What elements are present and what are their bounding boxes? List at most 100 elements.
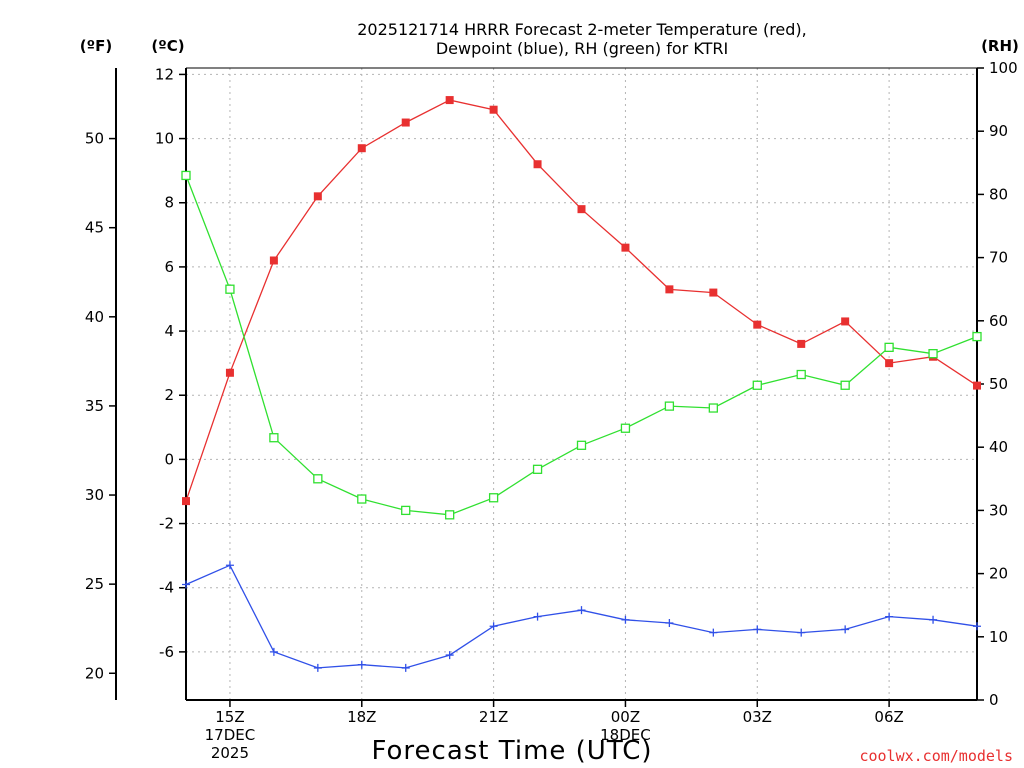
rh-tick-label: 60 <box>989 312 1008 330</box>
temperature-point <box>973 381 981 390</box>
rh-point <box>576 440 587 450</box>
rh-point <box>972 331 982 342</box>
dewpoint-point <box>357 660 366 669</box>
fahrenheit-tick-label: 30 <box>85 486 104 504</box>
title-line-2: Dewpoint (blue), RH (green) for KTRI <box>436 39 728 58</box>
x-tick-label: 18DEC <box>600 726 651 744</box>
rh-tick-label: 50 <box>989 375 1008 393</box>
temperature-point <box>401 118 410 127</box>
temperature-point <box>182 497 190 506</box>
dewpoint-point <box>401 663 410 672</box>
temperature-point <box>753 320 762 329</box>
rh-point <box>796 369 806 380</box>
rh-point <box>752 380 762 390</box>
celsius-tick-label: 6 <box>164 258 174 276</box>
dewpoint-point <box>269 647 278 656</box>
dewpoint-point <box>533 612 542 621</box>
x-tick-label: 21Z <box>479 708 508 726</box>
rh-tick-label: 40 <box>989 438 1008 456</box>
dewpoint-point <box>665 619 674 628</box>
fahrenheit-tick-label: 35 <box>85 397 104 415</box>
rh-point <box>181 170 191 181</box>
rh-tick-label: 90 <box>989 122 1008 140</box>
dewpoint-point <box>182 580 190 589</box>
temperature-point <box>665 285 674 294</box>
dewpoint-point <box>753 625 762 634</box>
temperature-point <box>313 192 322 201</box>
rh-tick-label: 20 <box>989 565 1008 583</box>
dewpoint-point <box>489 622 498 631</box>
celsius-tick-label: 10 <box>155 130 174 148</box>
chart-title: 2025121714 HRRR Forecast 2-meter Tempera… <box>357 20 807 58</box>
rh-point <box>313 474 323 484</box>
dewpoint-point <box>577 606 586 615</box>
celsius-tick-label: 2 <box>164 386 174 404</box>
dewpoint-point <box>885 612 894 621</box>
x-tick-label: 06Z <box>874 708 903 726</box>
dewpoint-point <box>445 651 454 660</box>
rh-point <box>357 494 367 504</box>
celsius-tick-label: -4 <box>159 579 174 597</box>
dewpoint-point <box>841 625 850 634</box>
dewpoint-point <box>313 663 322 672</box>
rh-tick-label: 70 <box>989 249 1008 267</box>
dewpoint-point <box>621 615 630 624</box>
rh-point <box>532 464 543 474</box>
fahrenheit-tick-label: 45 <box>85 219 104 237</box>
temperature-point <box>797 339 806 348</box>
dewpoint-point <box>797 628 806 637</box>
rh-point <box>840 380 850 390</box>
credit-link[interactable]: coolwx.com/models <box>859 747 1013 765</box>
series <box>181 96 982 672</box>
rh-point <box>488 493 499 503</box>
temperature-point <box>709 288 718 297</box>
dewpoint-point <box>225 561 234 570</box>
x-axis-title: Forecast Time (UTC) <box>371 736 652 766</box>
temperature-point <box>533 160 542 169</box>
celsius-tick-label: 8 <box>164 194 174 212</box>
rh-point <box>445 510 455 520</box>
celsius-tick-label: 0 <box>164 450 174 468</box>
rh-point <box>708 403 718 413</box>
temperature-point <box>621 243 630 252</box>
celsius-tick-label: 4 <box>164 322 174 340</box>
title-line-1: 2025121714 HRRR Forecast 2-meter Tempera… <box>357 20 807 39</box>
temperature-point <box>445 96 454 105</box>
temperature-point <box>357 144 366 153</box>
fahrenheit-tick-label: 40 <box>85 308 104 326</box>
dewpoint-point <box>929 615 938 624</box>
fahrenheit-tick-label: 20 <box>85 664 104 682</box>
rh-point <box>620 423 631 433</box>
axes: 20253035404550-6-4-202468101201020304050… <box>85 59 1018 762</box>
x-tick-label: 03Z <box>743 708 772 726</box>
rh-point <box>664 401 675 411</box>
rh-point <box>225 284 235 294</box>
x-tick-label: 18Z <box>347 708 376 726</box>
rh-tick-label: 30 <box>989 501 1008 519</box>
rh-point <box>884 342 894 352</box>
celsius-tick-label: -2 <box>159 515 174 533</box>
celsius-tick-label: 12 <box>155 65 174 83</box>
rh-tick-label: 10 <box>989 628 1008 646</box>
temperature-point <box>841 317 850 326</box>
x-tick-label: 2025 <box>211 744 249 762</box>
fahrenheit-tick-label: 25 <box>85 575 104 593</box>
rh-point <box>269 433 279 443</box>
dewpoint-point <box>709 628 718 637</box>
x-tick-label: 17DEC <box>205 726 256 744</box>
fahrenheit-unit-label: (ºF) <box>80 37 112 55</box>
celsius-tick-label: -6 <box>159 643 174 661</box>
celsius-unit-label: (ºC) <box>151 37 184 55</box>
rh-tick-label: 80 <box>989 185 1008 203</box>
temperature-point <box>489 105 498 114</box>
temperature-point <box>225 368 234 377</box>
rh-unit-label: (RH) <box>981 37 1019 55</box>
temperature-point <box>269 256 278 265</box>
x-tick-label: 15Z <box>215 708 244 726</box>
temperature-point <box>577 205 586 214</box>
temperature-point <box>885 359 894 368</box>
rh-point <box>928 349 938 359</box>
rh-tick-label: 0 <box>989 691 999 709</box>
